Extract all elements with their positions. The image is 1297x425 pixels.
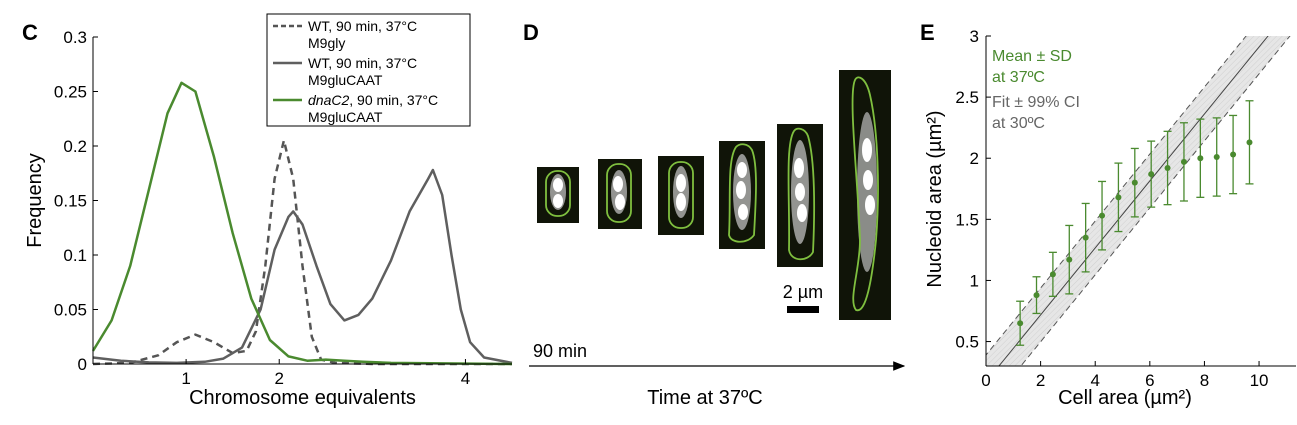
legend-label-wt-caat-line2: M9gluCAAT <box>308 72 383 88</box>
e-y-tick-label: 3 <box>970 27 979 46</box>
series-line-2 <box>91 81 513 366</box>
panel-e-chart: 0.5 1 1.5 2 2.5 3 0 2 4 6 8 10 Cell area (µm²) Nucleo… <box>924 27 1296 409</box>
annotation-mean-line2: at 37ºC <box>992 69 1045 86</box>
annotation-fit-line2: at 30ºC <box>992 115 1045 132</box>
mean-point <box>1066 256 1073 263</box>
c-y-tick-label: 0.25 <box>54 83 87 102</box>
e-x-axis-label: Cell area (µm²) <box>1058 387 1192 409</box>
cell-image-2 <box>598 159 642 229</box>
e-x-tick-label: 6 <box>1145 371 1154 390</box>
mean-point <box>1049 271 1056 278</box>
panel-c-chart: 0 0.05 0.1 0.15 0.2 0.25 0.3 1 2 4 Chromosome equi… <box>24 28 513 409</box>
mean-point <box>1164 165 1171 171</box>
series-line-1 <box>92 168 513 365</box>
fit-line <box>998 36 1269 366</box>
mean-point <box>1017 320 1024 327</box>
c-y-tick-label: 0 <box>78 355 87 374</box>
c-y-tick-label: 0.3 <box>63 28 87 47</box>
fit-ci-upper <box>986 36 1247 356</box>
e-x-tick-label: 10 <box>1250 371 1269 390</box>
e-y-tick-label: 2.5 <box>955 88 979 107</box>
mean-point <box>1230 151 1237 158</box>
panel-d-letter: D <box>523 20 539 45</box>
c-x-axis-label: Chromosome equivalents <box>189 387 416 409</box>
mean-point <box>1148 171 1155 178</box>
panel-d-xlabel: Time at 37ºC <box>647 387 763 409</box>
panel-c-letter: C <box>22 20 38 45</box>
cell-image-3 <box>658 156 704 235</box>
scale-bar-label: 2 µm <box>783 282 823 302</box>
e-x-tick-label: 0 <box>981 371 990 390</box>
e-y-tick-label: 2 <box>970 149 979 168</box>
legend-label-wt-caat-line1: WT, 90 min, 37°C <box>308 55 417 71</box>
mean-point <box>1099 212 1106 219</box>
cell-image-1 <box>537 167 579 223</box>
c-x-tick-label: 4 <box>461 369 470 388</box>
cell-image-5 <box>777 124 823 267</box>
legend-label-wt-gly-line1: WT, 90 min, 37°C <box>308 18 417 34</box>
legend-label-wt-gly-line2: M9gly <box>308 35 345 51</box>
e-y-tick-label: 1.5 <box>955 210 979 229</box>
fit-ci-lower <box>1020 36 1291 366</box>
c-x-tick-label: 1 <box>181 369 190 388</box>
e-x-tick-label: 8 <box>1200 371 1209 390</box>
e-y-tick-label: 1 <box>970 271 979 290</box>
annotation-mean-line1: Mean ± SD <box>992 48 1072 65</box>
mean-point <box>1180 158 1187 165</box>
time-point-label: 90 min <box>533 341 587 361</box>
mean-point <box>1033 292 1040 299</box>
series-line-0 <box>92 139 512 366</box>
legend-label-dnac2-line1: dnaC2, 90 min, 37°C <box>308 92 438 108</box>
c-y-tick-label: 0.15 <box>54 192 87 211</box>
c-y-tick-label: 0.05 <box>54 301 87 320</box>
legend-label-dnac2-italic: dnaC2 <box>308 92 349 108</box>
legend-label-dnac2-rest: , 90 min, 37°C <box>349 92 438 108</box>
e-x-tick-label: 2 <box>1036 371 1045 390</box>
mean-point <box>1246 139 1253 146</box>
c-y-axis-label: Frequency <box>24 153 46 248</box>
mean-point <box>1115 194 1122 201</box>
legend-label-dnac2-line2: M9gluCAAT <box>308 109 383 125</box>
mean-point <box>1213 154 1220 160</box>
mean-point <box>1082 234 1089 241</box>
e-y-axis-label: Nucleoid area (µm²) <box>924 110 946 287</box>
e-y-tick-label: 0.5 <box>955 333 979 352</box>
c-y-tick-label: 0.1 <box>63 246 87 265</box>
cell-image-6 <box>839 70 891 320</box>
panel-d-micrographs: 2 µm <box>537 70 891 320</box>
legend-box <box>266 13 471 127</box>
annotation-fit-line1: Fit ± 99% CI <box>992 94 1080 111</box>
mean-point <box>1197 155 1204 162</box>
panel-e-annotations: Mean ± SD at 37ºC Fit ± 99% CI at 30ºC <box>992 48 1080 132</box>
panel-e-letter: E <box>920 20 935 45</box>
panel-c-legend: WT, 90 min, 37°C M9gly WT, 90 min, 37°C … <box>266 13 471 127</box>
mean-point <box>1131 179 1138 186</box>
c-x-tick-label: 2 <box>274 369 283 388</box>
scale-bar <box>787 306 819 313</box>
e-x-tick-label: 4 <box>1090 371 1099 390</box>
cell-image-4 <box>719 141 765 249</box>
c-y-tick-label: 0.2 <box>63 137 87 156</box>
